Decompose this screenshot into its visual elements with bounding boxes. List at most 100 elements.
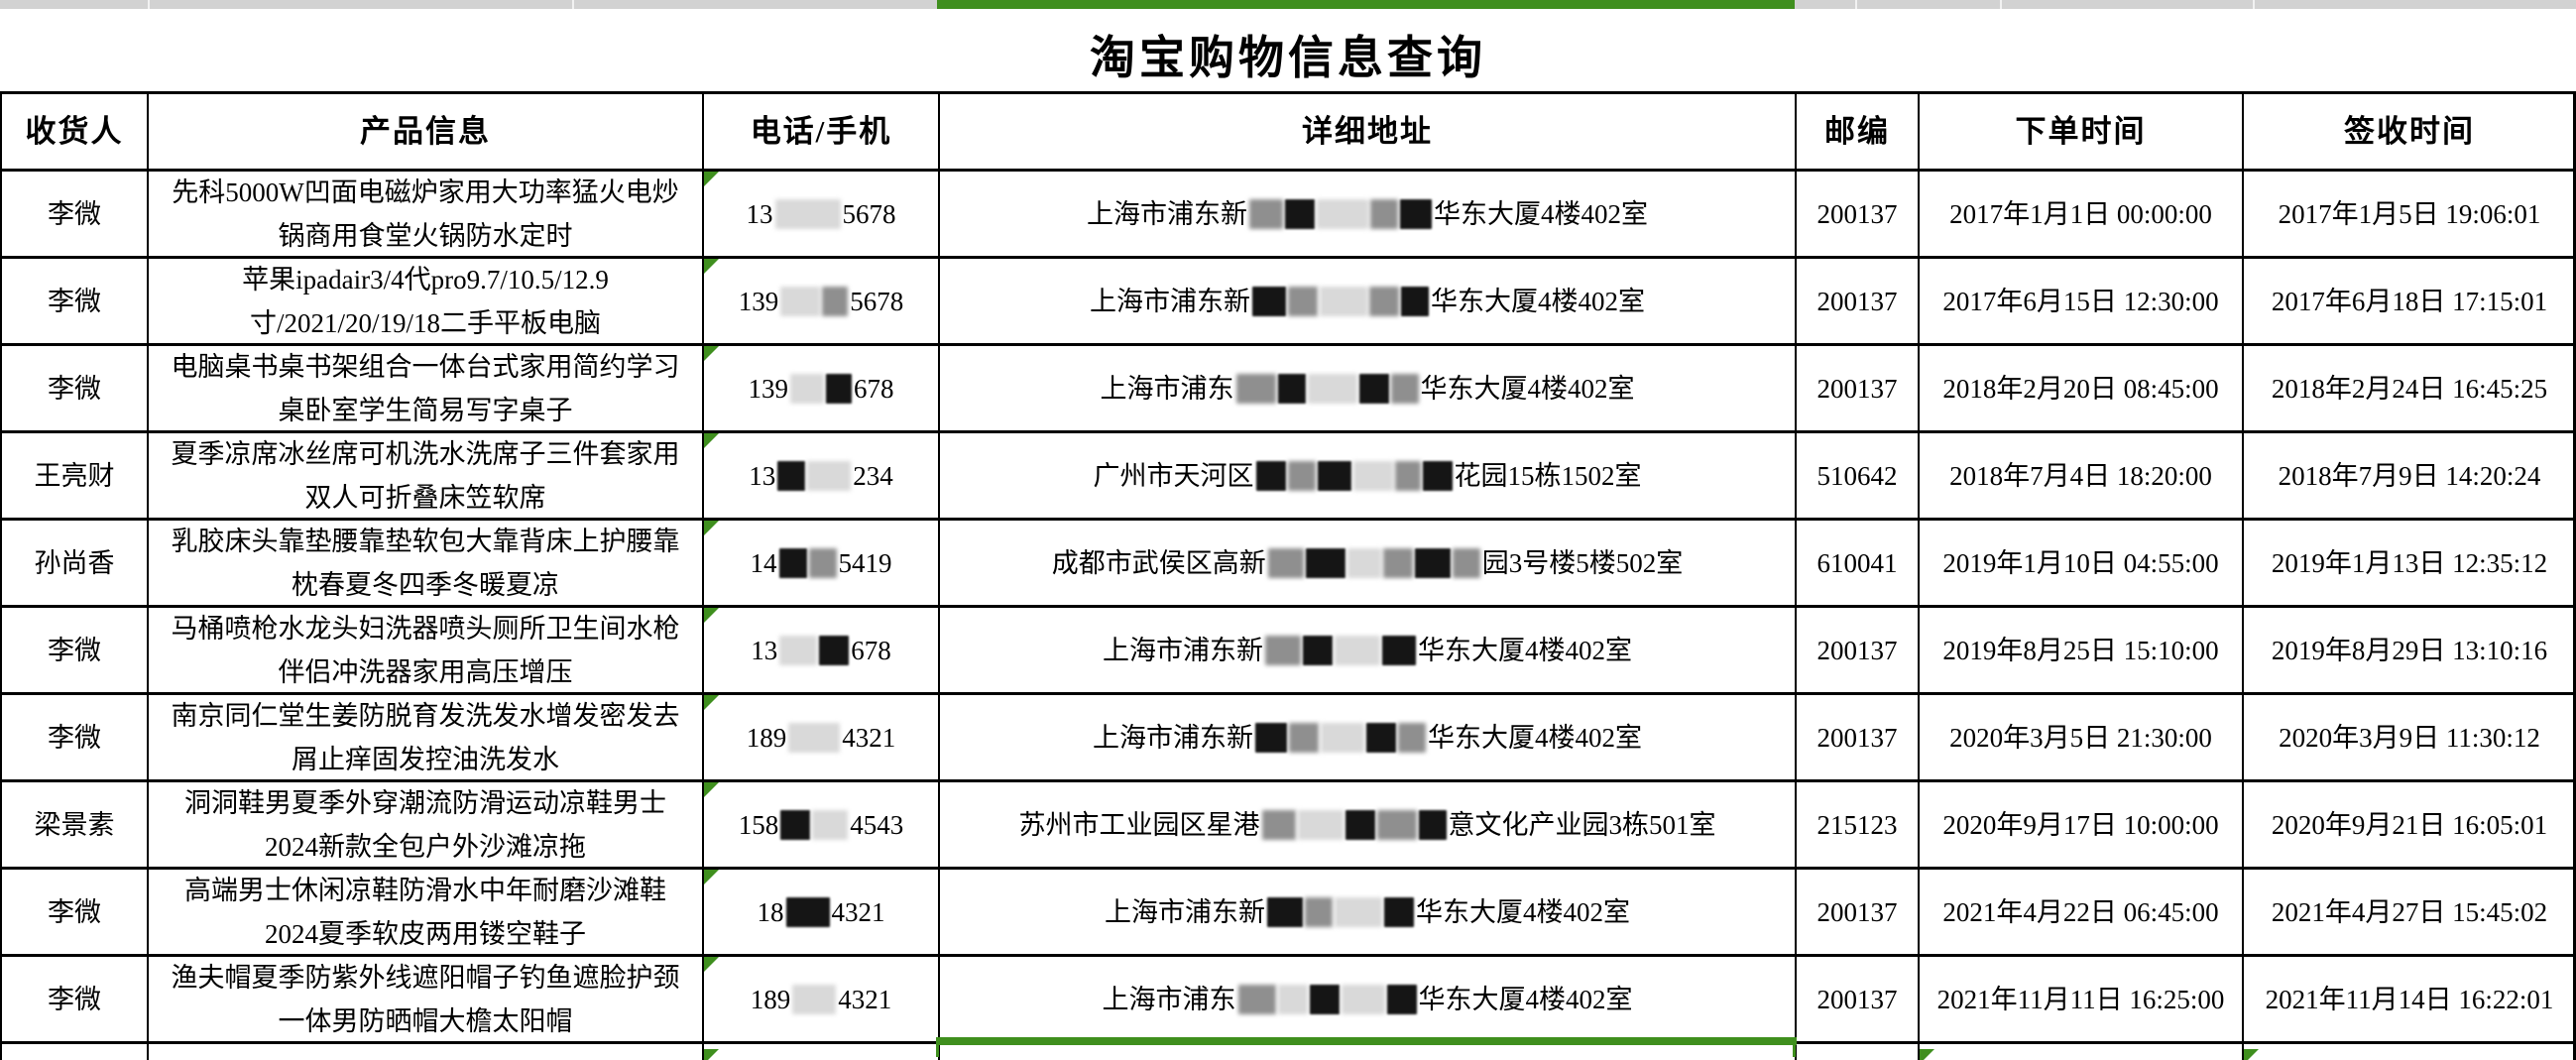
cell-order-time[interactable]: 2018年2月20日 08:45:00 <box>1920 346 2244 433</box>
cell-sign-time[interactable]: 2018年2月24日 16:45:25 <box>2244 346 2576 433</box>
cell-recipient[interactable]: 李微 <box>2 346 149 433</box>
column-header-sign-time[interactable]: 签收时间 <box>2244 94 2576 172</box>
cell-postal[interactable]: 200137 <box>1797 346 1920 433</box>
cell-address[interactable]: 上海市浦东新 华东大厦4楼402室 <box>940 172 1797 259</box>
redaction-block <box>1265 635 1301 665</box>
cell-postal[interactable]: 610041 <box>1797 521 1920 608</box>
column-header-recipient[interactable]: 收货人 <box>2 94 149 172</box>
cell-recipient[interactable]: 李微 <box>2 608 149 695</box>
redacted-text: 13 5678 <box>747 194 896 234</box>
cell-sign-time[interactable]: 2017年6月18日 17:15:01 <box>2244 259 2576 346</box>
cell-sign-time[interactable]: 2020年3月9日 11:30:12 <box>2244 695 2576 782</box>
cell-order-time[interactable]: 2021年11月11日 16:25:00 <box>1920 957 2244 1044</box>
cell-order-time[interactable]: 2017年6月15日 12:30:00 <box>1920 259 2244 346</box>
cell-phone[interactable]: 139 5678 <box>704 259 940 346</box>
cell-address[interactable]: 上海市浦东新 华东大厦4楼402室 <box>940 870 1797 957</box>
cell-order-time[interactable]: 2019年1月10日 04:55:00 <box>1920 521 2244 608</box>
cell-recipient[interactable]: 孙尚香 <box>2 521 149 608</box>
redaction-block <box>1414 547 1451 578</box>
cell-order-time[interactable]: 2019年8月25日 15:10:00 <box>1920 608 2244 695</box>
column-header-address[interactable]: 详细地址 <box>940 94 1797 172</box>
cell-postal[interactable]: 200137 <box>1797 172 1920 259</box>
cell-phone[interactable]: 13 678 <box>704 608 940 695</box>
cell-order-time[interactable]: 2020年3月5日 21:30:00 <box>1920 695 2244 782</box>
column-header-product[interactable]: 产品信息 <box>149 94 704 172</box>
column-header-order-time[interactable]: 下单时间 <box>1920 94 2244 172</box>
cell-product[interactable]: 苹果ipadair3/4代pro9.7/10.5/12.9寸/2021/20/1… <box>149 259 704 346</box>
cell-order-time[interactable] <box>1920 1044 2244 1060</box>
text-segment: 139 <box>748 373 789 404</box>
cell-phone[interactable]: 189 4321 <box>704 957 940 1044</box>
cell-product[interactable]: 马桶喷枪水龙头妇洗器喷头厕所卫生间水枪伴侣冲洗器家用高压增压 <box>149 608 704 695</box>
column-header-phone[interactable]: 电话/手机 <box>704 94 940 172</box>
cell-address[interactable]: 上海市浦东 华东大厦4楼402室 <box>940 957 1797 1044</box>
redacted-text: 139 5678 <box>739 282 903 321</box>
cell-postal[interactable]: 200137 <box>1797 608 1920 695</box>
cell-address[interactable]: 上海市浦东 华东大厦4楼402室 <box>940 346 1797 433</box>
cell-phone[interactable]: 14 5419 <box>704 521 940 608</box>
cell-product[interactable]: 先科5000W凹面电磁炉家用大功率猛火电炒锅商用食堂火锅防水定时 <box>149 172 704 259</box>
cell-postal[interactable]: 200137 <box>1797 957 1920 1044</box>
selected-column-highlight <box>937 0 1795 9</box>
cell-sign-time[interactable]: 2017年1月5日 19:06:01 <box>2244 172 2576 259</box>
cell-product[interactable]: 夏季凉席冰丝席可机洗水洗席子三件套家用双人可折叠床笠软席 <box>149 433 704 521</box>
cell-product[interactable] <box>149 1044 704 1060</box>
cell-sign-time[interactable]: 2018年7月9日 14:20:24 <box>2244 433 2576 521</box>
cell-sign-time[interactable]: 2019年8月29日 13:10:16 <box>2244 608 2576 695</box>
cell-postal[interactable]: 200137 <box>1797 259 1920 346</box>
cell-order-time[interactable]: 2018年7月4日 18:20:00 <box>1920 433 2244 521</box>
redacted-text: 上海市浦东新 华东大厦4楼402室 <box>1105 892 1630 932</box>
cell-recipient[interactable]: 李微 <box>2 172 149 259</box>
cell-postal[interactable] <box>1797 1044 1920 1060</box>
cell-recipient[interactable]: 李微 <box>2 957 149 1044</box>
cell-phone[interactable] <box>704 1044 940 1060</box>
cell-postal[interactable]: 510642 <box>1797 433 1920 521</box>
cell-sign-time[interactable]: 2021年11月14日 16:22:01 <box>2244 957 2576 1044</box>
cell-address[interactable]: 上海市浦东新 华东大厦4楼402室 <box>940 608 1797 695</box>
cell-recipient[interactable]: 王亮财 <box>2 433 149 521</box>
cell-postal[interactable]: 215123 <box>1797 782 1920 870</box>
redaction-block <box>1384 896 1414 927</box>
redaction-block <box>1288 286 1318 316</box>
cell-phone[interactable]: 13 234 <box>704 433 940 521</box>
cell-address[interactable]: 成都市武侯区高新 园3号楼5楼502室 <box>940 521 1797 608</box>
cell-recipient[interactable]: 梁景素 <box>2 782 149 870</box>
cell-postal[interactable]: 200137 <box>1797 870 1920 957</box>
cell-product[interactable]: 电脑桌书桌书架组合一体台式家用简约学习桌卧室学生简易写字桌子 <box>149 346 704 433</box>
cell-recipient[interactable]: 李微 <box>2 870 149 957</box>
redacted-text: 上海市浦东 华东大厦4楼402室 <box>1103 980 1633 1019</box>
cell-phone[interactable]: 158 4543 <box>704 782 940 870</box>
cell-order-time[interactable]: 2017年1月1日 00:00:00 <box>1920 172 2244 259</box>
cell-postal[interactable]: 200137 <box>1797 695 1920 782</box>
redaction-block <box>1267 547 1304 578</box>
cell-sign-time[interactable] <box>2244 1044 2576 1060</box>
redaction-block <box>1277 984 1308 1014</box>
cell-address[interactable]: 苏州市工业园区星港 意文化产业园3栋501室 <box>940 782 1797 870</box>
cell-product[interactable]: 洞洞鞋男夏季外穿潮流防滑运动凉鞋男士2024新款全包户外沙滩凉拖 <box>149 782 704 870</box>
cell-order-time[interactable]: 2020年9月17日 10:00:00 <box>1920 782 2244 870</box>
cell-address[interactable] <box>940 1044 1797 1060</box>
cell-address[interactable]: 上海市浦东新 华东大厦4楼402室 <box>940 259 1797 346</box>
cell-phone[interactable]: 18 4321 <box>704 870 940 957</box>
cell-phone[interactable]: 189 4321 <box>704 695 940 782</box>
cell-phone[interactable]: 13 5678 <box>704 172 940 259</box>
cell-address[interactable]: 广州市天河区 花园15栋1502室 <box>940 433 1797 521</box>
cell-recipient[interactable] <box>2 1044 149 1060</box>
cell-sign-time[interactable]: 2020年9月21日 16:05:01 <box>2244 782 2576 870</box>
cell-recipient[interactable]: 李微 <box>2 695 149 782</box>
text-segment: 上海市浦东新 <box>1087 198 1247 229</box>
cell-product[interactable]: 乳胶床头靠垫腰靠垫软包大靠背床上护腰靠枕春夏冬四季冬暖夏凉 <box>149 521 704 608</box>
cell-order-time[interactable]: 2021年4月22日 06:45:00 <box>1920 870 2244 957</box>
cell-product[interactable]: 高端男士休闲凉鞋防滑水中年耐磨沙滩鞋2024夏季软皮两用镂空鞋子 <box>149 870 704 957</box>
cell-address[interactable]: 上海市浦东新 华东大厦4楼402室 <box>940 695 1797 782</box>
column-header-postal[interactable]: 邮编 <box>1797 94 1920 172</box>
cell-product[interactable]: 南京同仁堂生姜防脱育发洗发水增发密发去屑止痒固发控油洗发水 <box>149 695 704 782</box>
cell-sign-time[interactable]: 2019年1月13日 12:35:12 <box>2244 521 2576 608</box>
cell-phone[interactable]: 139 678 <box>704 346 940 433</box>
cell-recipient[interactable]: 李微 <box>2 259 149 346</box>
redaction-block <box>1390 373 1419 404</box>
top-strip-separator <box>1855 0 1857 9</box>
redaction-block <box>1400 198 1432 229</box>
cell-sign-time[interactable]: 2021年4月27日 15:45:02 <box>2244 870 2576 957</box>
cell-product[interactable]: 渔夫帽夏季防紫外线遮阳帽子钓鱼遮脸护颈一体男防晒帽大檐太阳帽 <box>149 957 704 1044</box>
